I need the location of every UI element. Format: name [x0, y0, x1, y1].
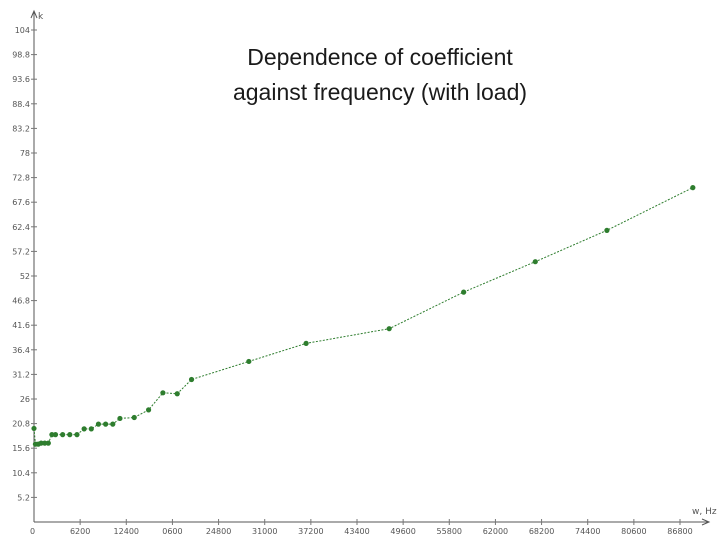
data-point — [110, 421, 116, 427]
data-point — [303, 340, 309, 346]
data-point — [67, 432, 73, 438]
y-tick-label: 93.6 — [12, 75, 30, 84]
y-tick-label: 46.8 — [12, 297, 30, 306]
chart-title-line-2: against frequency (with load) — [232, 79, 528, 105]
x-tick-label: 31000 — [252, 527, 277, 536]
x-tick-label: 0600 — [162, 527, 182, 536]
data-point — [38, 440, 44, 446]
x-tick-label: 6200 — [70, 527, 90, 536]
data-point — [604, 227, 610, 233]
data-point — [88, 426, 94, 432]
x-axis-ticks: 0 6200 12400 0600 24800 31000 37200 43400 49600 5… — [30, 519, 693, 536]
y-tick-label: 83.2 — [12, 124, 30, 133]
y-tick-label: 52 — [20, 272, 30, 281]
x-tick-label: 55800 — [437, 527, 462, 536]
y-tick-label: 41.6 — [12, 321, 30, 330]
x-tick-label: 49600 — [390, 527, 415, 536]
x-tick-label: 37200 — [298, 527, 323, 536]
x-tick-label: 74400 — [575, 527, 600, 536]
y-tick-label: 67.6 — [12, 198, 30, 207]
x-axis-label: w, Hz — [692, 507, 717, 517]
series-polyline — [33, 187, 694, 445]
y-tick-label: 26 — [20, 395, 30, 404]
data-point — [52, 432, 59, 438]
data-point — [174, 391, 180, 397]
axes — [30, 9, 711, 526]
data-point — [117, 415, 123, 422]
x-tick-label: 86800 — [667, 527, 692, 536]
data-point — [60, 432, 66, 438]
data-point — [160, 390, 166, 396]
x-tick-label: 68200 — [529, 527, 554, 536]
y-tick-label: 78 — [20, 149, 30, 158]
y-tick-label: 104 — [15, 26, 30, 35]
y-axis-label: k — [38, 12, 44, 22]
y-tick-label: 62.4 — [12, 223, 30, 232]
data-point — [103, 421, 109, 427]
series-line — [31, 185, 696, 447]
x-axis-arrow — [701, 518, 711, 526]
data-point — [532, 259, 538, 265]
y-tick-label: 31.2 — [12, 370, 30, 379]
data-point — [81, 426, 87, 432]
y-tick-label: 15.6 — [12, 444, 30, 453]
data-point — [45, 440, 51, 446]
x-tick-label: 12400 — [114, 527, 139, 536]
y-tick-label: 10.4 — [12, 469, 30, 478]
data-point — [131, 414, 137, 421]
x-tick-label: 62000 — [483, 527, 508, 536]
y-tick-label: 88.4 — [12, 100, 30, 109]
data-point — [690, 185, 696, 191]
y-tick-label: 5.2 — [17, 493, 30, 502]
y-tick-label: 57.2 — [12, 247, 30, 256]
x-tick-label: 80600 — [621, 527, 646, 536]
data-point — [386, 326, 392, 332]
y-tick-label: 98.8 — [12, 51, 30, 60]
data-point — [42, 440, 48, 446]
y-axis-arrow — [30, 9, 38, 19]
y-tick-label: 36.4 — [12, 346, 30, 355]
x-tick-label: 24800 — [206, 527, 231, 536]
data-point — [145, 407, 152, 413]
x-tick-label: 43400 — [344, 527, 369, 536]
data-point — [95, 421, 102, 427]
data-point — [74, 432, 80, 438]
y-tick-label: 72.8 — [12, 174, 30, 183]
data-point — [31, 425, 37, 432]
x-tick-label: 0 — [30, 527, 35, 536]
y-axis-ticks: 104 98.8 93.6 88.4 83.2 78 72.8 67.6 62.4 57.2 52 4… — [12, 26, 37, 502]
chart-title-line-1: Dependence of coefficient — [247, 44, 513, 70]
data-point — [188, 376, 195, 383]
data-point — [49, 432, 55, 438]
chart-title: Dependence of coefficient against freque… — [160, 40, 600, 110]
y-tick-label: 20.8 — [12, 420, 30, 429]
data-point — [461, 289, 467, 295]
data-point — [246, 358, 252, 365]
